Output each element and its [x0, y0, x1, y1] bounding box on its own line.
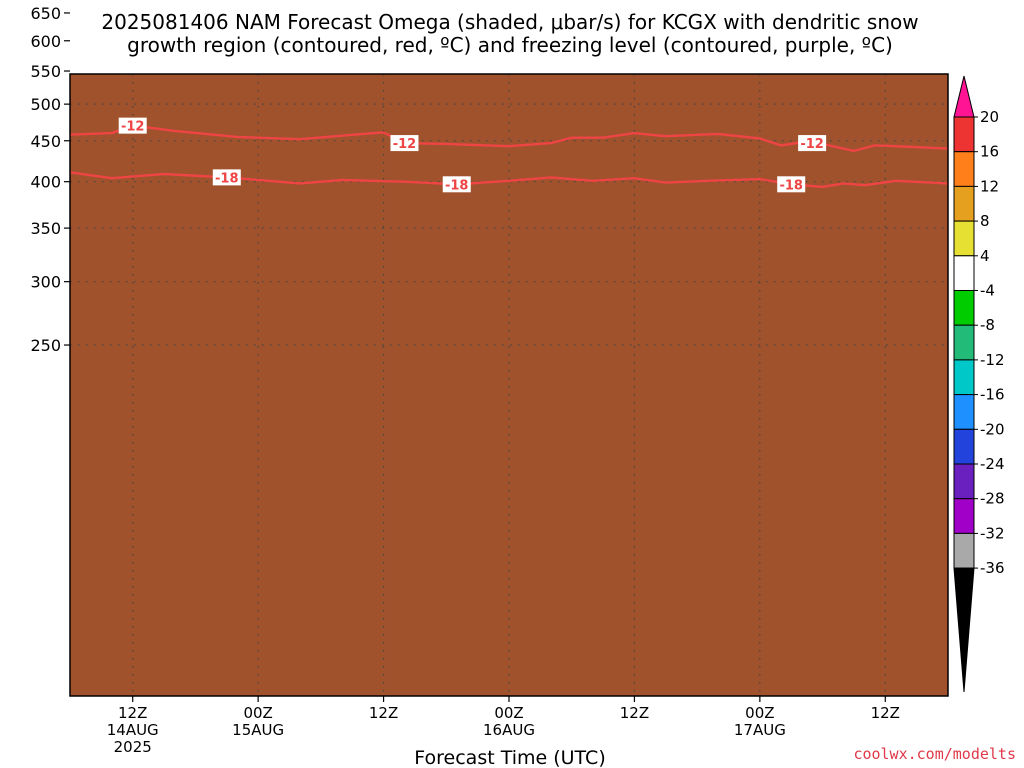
colorbar-label: -8 — [980, 316, 995, 334]
chart-title-line1: 2025081406 NAM Forecast Omega (shaded, μ… — [101, 10, 918, 34]
colorbar-segment — [953, 185, 975, 222]
colorbar-segment — [953, 116, 975, 153]
colorbar-segment — [953, 532, 975, 569]
x-tick-label: 16AUG — [483, 721, 535, 739]
colorbar-label: 4 — [980, 247, 990, 265]
y-tick-label: 500 — [30, 95, 61, 114]
colorbar-segment — [953, 255, 975, 292]
colorbar-label: 8 — [980, 212, 990, 230]
colorbar-segment — [953, 220, 975, 257]
colorbar-segment — [953, 324, 975, 361]
colorbar-label: -16 — [980, 386, 1005, 404]
colorbar-segment — [953, 498, 975, 534]
contour-label--18: -18 — [445, 178, 469, 193]
x-tick-label: 2025 — [114, 738, 152, 756]
y-tick-label: 300 — [30, 273, 61, 292]
colorbar-label: -32 — [980, 524, 1005, 542]
colorbar-segment — [953, 290, 975, 326]
credit-text[interactable]: coolwx.com/modelts — [853, 745, 1016, 763]
contour-line--18 — [70, 171, 948, 189]
contour-label-bg — [777, 176, 806, 193]
x-tick-label: 00Z — [745, 704, 774, 722]
colorbar-label: -36 — [980, 559, 1005, 577]
colorbar-segment — [953, 428, 975, 465]
y-tick-label: 650 — [30, 4, 61, 23]
y-tick-label: 250 — [30, 336, 61, 355]
chart-title-line2: growth region (contoured, red, ºC) and f… — [127, 33, 893, 57]
x-tick-label: 14AUG — [107, 721, 159, 739]
x-tick-label: 17AUG — [734, 721, 786, 739]
colorbar-segment — [953, 394, 975, 430]
x-tick-label: 00Z — [494, 704, 523, 722]
x-tick-label: 12Z — [118, 704, 147, 722]
contour-label-bg — [118, 117, 147, 134]
colorbar-label: 20 — [980, 108, 999, 126]
colorbar-label: 12 — [980, 177, 999, 195]
colorbar-label: 16 — [980, 143, 999, 161]
y-axis: 2503003504004505005506006507007508008509… — [30, 4, 70, 355]
colorbar-label: -4 — [980, 282, 995, 300]
contour-label-bg — [442, 176, 471, 193]
x-tick-label: 12Z — [369, 704, 398, 722]
contour-label--12: -12 — [121, 120, 145, 135]
surface-ground — [70, 74, 948, 696]
colorbar-label: -20 — [980, 420, 1005, 438]
contour-label-bg — [390, 135, 419, 152]
contour-label--18: -18 — [215, 171, 239, 186]
colorbar-segment — [953, 463, 975, 500]
y-tick-label: 600 — [30, 32, 61, 51]
y-tick-label: 400 — [30, 173, 61, 192]
x-tick-label: 00Z — [243, 704, 272, 722]
contour-label--12: -12 — [800, 137, 824, 152]
contour-label--12: -12 — [393, 137, 417, 152]
contour-label-bg — [212, 169, 241, 186]
colorbar-segment — [953, 151, 975, 187]
colorbar-label: -12 — [980, 351, 1005, 369]
plot-content: 0 0 0-12-12 -12-18 -18 -18 — [70, 74, 948, 696]
colorbar-top-arrow — [953, 75, 975, 118]
x-axis-label: Forecast Time (UTC) — [414, 747, 605, 768]
x-tick-label: 15AUG — [232, 721, 284, 739]
y-tick-label: 350 — [30, 219, 61, 238]
plot-area: 0 0 0-12-12 -12-18 -18 -18 — [69, 73, 949, 697]
contour-label-bg — [798, 135, 827, 152]
contour-label--18: -18 — [779, 178, 803, 193]
colorbar-label: -24 — [980, 455, 1005, 473]
y-tick-label: 450 — [30, 132, 61, 151]
x-tick-label: 12Z — [871, 704, 900, 722]
colorbar-segment — [953, 359, 975, 396]
colorbar-label: -28 — [980, 490, 1005, 508]
y-tick-label: 550 — [30, 62, 61, 81]
colorbar-bottom-arrow — [953, 567, 975, 693]
x-tick-label: 12Z — [620, 704, 649, 722]
colorbar: 20 16 12 8 4 -4 -8 -12 -16 -20 -24 -28 -32 -36 — [953, 75, 1005, 693]
